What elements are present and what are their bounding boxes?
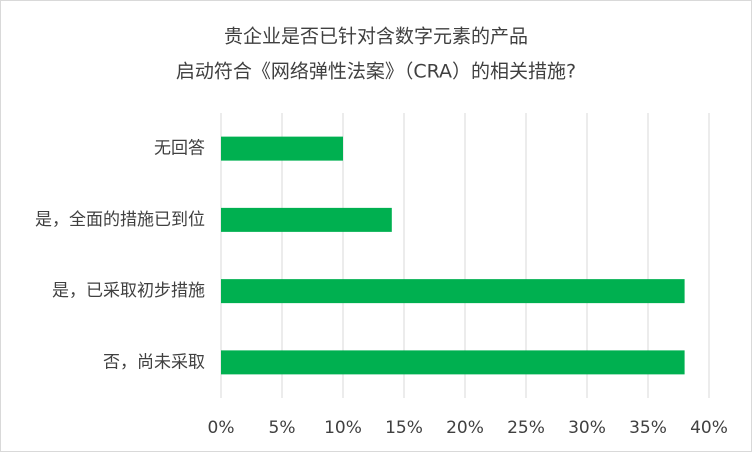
y-tick-label: 无回答	[154, 139, 205, 159]
y-tick-label: 否，尚未采取	[103, 352, 205, 372]
x-tick-label: 20%	[446, 418, 484, 438]
x-tick-label: 30%	[568, 418, 606, 438]
x-tick-label: 10%	[324, 418, 362, 438]
bar	[221, 279, 685, 304]
x-tick-label: 40%	[690, 418, 728, 438]
x-tick-label: 25%	[507, 418, 545, 438]
x-tick-label: 0%	[208, 418, 235, 438]
chart-title: 贵企业是否已针对含数字元素的产品	[224, 26, 528, 48]
bar	[221, 350, 685, 375]
chart-title: 启动符合《网络弹性法案》（CRA）的相关措施?	[176, 61, 576, 83]
x-tick-label: 5%	[269, 418, 296, 438]
y-tick-label: 是，已采取初步措施	[52, 281, 205, 301]
bar	[221, 207, 392, 232]
x-tick-label: 35%	[629, 418, 667, 438]
y-tick-label: 是，全面的措施已到位	[35, 210, 205, 230]
x-tick-label: 15%	[385, 418, 423, 438]
bar	[221, 136, 343, 161]
